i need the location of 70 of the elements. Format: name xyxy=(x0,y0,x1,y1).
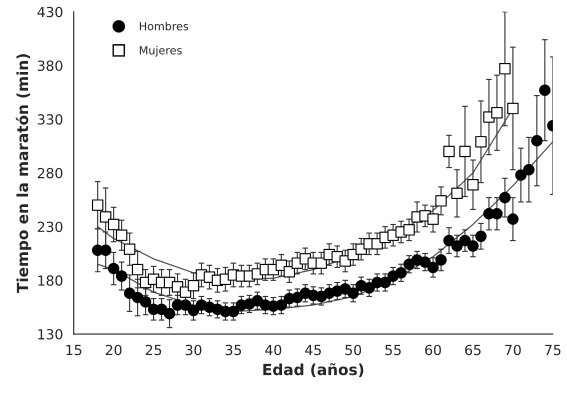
point xyxy=(427,213,439,225)
point xyxy=(188,304,200,316)
y-tick-label: 280 xyxy=(38,168,62,178)
point xyxy=(284,266,296,278)
point xyxy=(523,164,535,176)
point xyxy=(539,84,551,96)
x-tick-label: 45 xyxy=(305,344,321,356)
point xyxy=(108,218,120,230)
x-tick-label: 50 xyxy=(345,344,362,356)
x-tick-label: 75 xyxy=(545,344,560,356)
point xyxy=(132,264,144,276)
point xyxy=(443,234,455,246)
point xyxy=(108,262,120,274)
y-tick-label: 180 xyxy=(38,275,62,286)
x-tick-label: 65 xyxy=(465,344,481,356)
point xyxy=(435,254,447,266)
point xyxy=(435,195,447,207)
legend-label: Mujeres xyxy=(140,46,182,57)
point xyxy=(475,136,487,148)
point xyxy=(403,224,415,236)
point xyxy=(427,262,439,274)
point xyxy=(499,192,511,204)
point xyxy=(467,179,479,190)
point xyxy=(292,292,303,304)
x-tick-label: 55 xyxy=(385,344,401,356)
point xyxy=(188,280,200,292)
point xyxy=(403,258,415,270)
point xyxy=(347,288,359,299)
y-tick-label: 230 xyxy=(38,222,62,232)
x-tick-label: 70 xyxy=(505,344,521,356)
x-tick-label: 60 xyxy=(425,344,441,356)
point xyxy=(459,234,471,246)
point xyxy=(363,282,375,294)
y-tick-label: 430 xyxy=(37,6,62,18)
point xyxy=(499,63,511,74)
point xyxy=(92,199,104,211)
point xyxy=(124,288,136,299)
point xyxy=(140,296,152,308)
point xyxy=(491,208,503,220)
x-tick-label: 25 xyxy=(146,344,162,356)
point xyxy=(459,146,471,158)
x-tick-label: 15 xyxy=(66,344,82,356)
point xyxy=(491,107,503,118)
point xyxy=(515,169,527,181)
point xyxy=(507,102,519,114)
y-axis-title: Tiempo en la maratón (min) xyxy=(16,54,32,293)
y-tick-label: 330 xyxy=(38,114,62,125)
x-axis-title: Edad (años) xyxy=(263,363,364,378)
point xyxy=(276,299,288,311)
point xyxy=(395,267,407,279)
y-tick-label: 130 xyxy=(38,329,62,340)
point xyxy=(116,230,128,241)
x-tick-label: 35 xyxy=(226,344,242,356)
point xyxy=(443,146,455,158)
point xyxy=(467,240,479,252)
legend-label: Hombres xyxy=(140,22,188,30)
x-tick-label: 40 xyxy=(265,344,282,356)
point xyxy=(124,243,136,255)
point xyxy=(316,257,327,269)
point xyxy=(507,213,519,225)
point xyxy=(531,134,543,146)
point xyxy=(451,188,463,200)
x-tick-label: 30 xyxy=(186,344,202,356)
point xyxy=(116,270,128,282)
point xyxy=(475,230,487,242)
point xyxy=(164,308,176,320)
point xyxy=(419,256,431,268)
point xyxy=(451,240,463,252)
y-tick-label: 380 xyxy=(38,60,62,71)
x-tick-label: 20 xyxy=(106,344,122,356)
